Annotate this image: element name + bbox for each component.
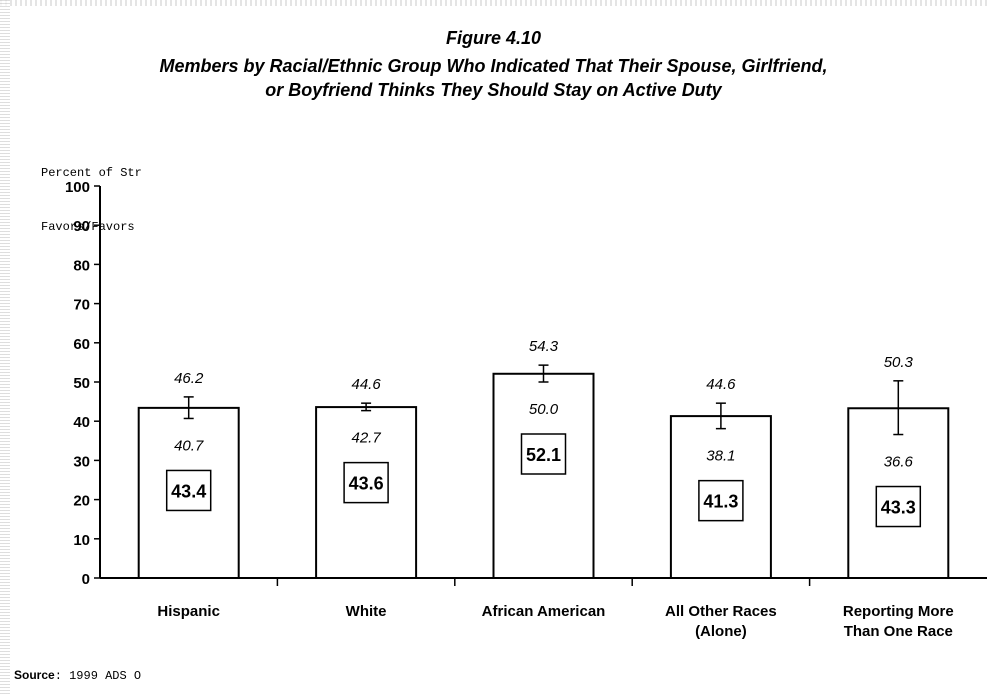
upper-ci-label: 50.3 — [884, 354, 914, 371]
figure-subtitle-line-2: or Boyfriend Thinks They Should Stay on … — [265, 80, 722, 100]
value-label-box — [165, 469, 212, 512]
y-tick-label: 90 — [73, 218, 90, 235]
lower-ci-label: 50.0 — [529, 401, 559, 418]
category-label: Reporting More — [843, 603, 954, 620]
upper-ci-label: 46.2 — [174, 370, 204, 387]
y-axis-label-line-1: Percent of Str — [41, 166, 142, 180]
category-label: Than One Race — [844, 623, 953, 640]
category-label: All Other Races — [665, 603, 777, 620]
source-label: Source — [14, 668, 55, 682]
lower-ci-label: 38.1 — [706, 448, 735, 465]
category-label: African American — [482, 603, 606, 620]
y-tick-label: 10 — [73, 532, 90, 549]
value-label: 41.3 — [703, 492, 738, 512]
y-axis-label: Percent of Str Favors/Favors — [41, 128, 181, 254]
lower-ci-label: 40.7 — [174, 437, 204, 454]
y-tick-label: 20 — [73, 493, 90, 510]
scan-noise-left — [0, 0, 10, 696]
figure-subtitle: Members by Racial/Ethnic Group Who Indic… — [30, 54, 957, 102]
y-tick-label: 60 — [73, 336, 90, 353]
source-text: : 1999 ADS O — [54, 669, 142, 683]
y-tick-label: 70 — [73, 297, 90, 314]
source-note: Source: 1999 ADS O — [14, 668, 141, 683]
value-label-box — [698, 479, 744, 522]
value-label-box — [875, 485, 922, 528]
y-tick-label: 0 — [82, 571, 90, 588]
lower-ci-label: 42.7 — [351, 430, 381, 447]
y-tick-label: 80 — [73, 257, 90, 274]
upper-ci-label: 44.6 — [351, 376, 381, 393]
upper-ci-label: 54.3 — [529, 338, 559, 355]
y-axis-label-line-2: Favors/Favors — [41, 220, 135, 234]
value-label: 43.6 — [349, 474, 384, 494]
value-label: 43.3 — [881, 498, 916, 518]
category-label: (Alone) — [695, 623, 747, 640]
y-tick-label: 50 — [73, 375, 90, 392]
figure-subtitle-line-1: Members by Racial/Ethnic Group Who Indic… — [159, 56, 828, 76]
lower-ci-label: 36.6 — [884, 454, 914, 471]
value-label: 43.4 — [171, 481, 206, 501]
value-label-box — [520, 433, 567, 475]
value-label-box — [343, 461, 389, 504]
category-label: Hispanic — [157, 603, 220, 620]
upper-ci-label: 44.6 — [706, 376, 736, 393]
value-label: 52.1 — [526, 445, 561, 465]
figure-title: Figure 4.10 — [445, 28, 542, 48]
y-tick-label: 30 — [73, 453, 90, 470]
category-label: White — [346, 603, 387, 620]
scan-noise-top — [0, 0, 987, 6]
y-tick-label: 100 — [65, 179, 90, 196]
bar — [492, 372, 595, 579]
y-tick-label: 40 — [73, 414, 90, 431]
